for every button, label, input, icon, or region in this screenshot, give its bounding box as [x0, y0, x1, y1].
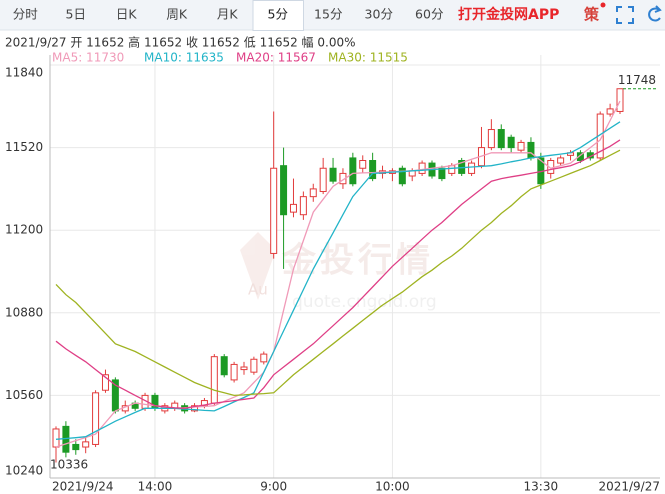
candle-body: [527, 141, 535, 159]
legend-label: MA30: 11515: [328, 51, 408, 65]
y-tick-label: 10560: [5, 388, 43, 402]
x-tick-label: 2021/9/24: [52, 480, 114, 494]
candle-body: [369, 160, 377, 180]
candle-body: [468, 162, 476, 174]
x-tick-label: 9:00: [260, 480, 287, 494]
candle-body: [220, 356, 228, 376]
strategy-button[interactable]: 策: [583, 6, 600, 24]
tab-group: 分时 5日 日K 周K 月K 5分 15分 30分 60分: [13, 0, 443, 31]
tab[interactable]: 月K: [217, 7, 239, 22]
candle-body: [299, 196, 307, 216]
candle-body: [289, 203, 297, 213]
tab[interactable]: 60分: [415, 7, 443, 22]
ma-line: [55, 149, 621, 397]
candle-body: [319, 167, 327, 192]
candle-body: [487, 129, 495, 149]
candle-body: [349, 157, 357, 185]
candle-body: [517, 141, 525, 151]
candle-body: [270, 167, 278, 254]
tab[interactable]: 5日: [66, 7, 86, 22]
low-label: 10336: [50, 458, 88, 472]
candle-body: [557, 157, 565, 164]
y-tick-label: 10240: [5, 464, 43, 478]
candle-body: [240, 366, 248, 371]
candle-body: [250, 358, 258, 373]
candle-body: [616, 88, 624, 112]
tab[interactable]: 周K: [166, 7, 188, 22]
candle-body: [191, 405, 199, 412]
quote-info: 2021/9/27 开 11652 高 11652 收 11652 低 1165…: [5, 35, 356, 50]
app-link[interactable]: 打开金投网APP: [458, 6, 559, 23]
ma-line: [55, 139, 621, 409]
candle-body: [280, 165, 288, 216]
tab[interactable]: 5分: [268, 7, 288, 22]
candle-body: [101, 374, 109, 391]
watermark-title: 金投行情: [281, 241, 434, 281]
x-tick-label: 13:30: [524, 480, 559, 494]
y-tick-label: 11840: [5, 66, 43, 80]
candle-body: [329, 167, 337, 182]
candle-body: [260, 353, 268, 363]
active-tab: [252, 0, 304, 31]
high-label: 11748: [618, 73, 656, 87]
candle-body: [72, 443, 80, 451]
legend-label: MA20: 11567: [236, 51, 316, 65]
watermark-url: quote.cngold.org: [292, 292, 437, 312]
x-tick-label: 2021/9/27: [598, 480, 660, 494]
fullscreen-icon[interactable]: [616, 6, 634, 24]
watermark: Au 金投行情 quote.cngold.org: [240, 232, 437, 312]
candle-body: [438, 167, 446, 180]
candle-body: [507, 136, 515, 149]
tab[interactable]: 日K: [116, 7, 138, 22]
refresh-icon[interactable]: [648, 5, 662, 22]
candle-body: [418, 162, 426, 174]
y-tick-label: 10880: [5, 305, 43, 319]
ma-line: [55, 121, 621, 440]
tab[interactable]: 分时: [13, 7, 39, 22]
candle-body: [210, 356, 218, 404]
candle-body: [359, 160, 367, 169]
x-tick-label: 10:00: [375, 480, 410, 494]
legend-label: MA10: 11635: [144, 51, 224, 65]
ma-line: [55, 100, 621, 448]
x-tick-label: 14:00: [138, 480, 173, 494]
tab-bar: [0, 0, 665, 30]
candle-body: [448, 165, 456, 174]
tab[interactable]: 30分: [365, 7, 393, 22]
candle-body: [497, 129, 505, 149]
legend-label: MA5: 11730: [52, 51, 124, 65]
notice-dot: [600, 2, 606, 8]
watermark-logo-shape: [240, 232, 276, 300]
candle-body: [92, 392, 100, 445]
candle-body: [52, 428, 60, 448]
candle-body: [200, 400, 208, 407]
candle-body: [309, 188, 317, 198]
candle-body: [230, 363, 238, 381]
y-tick-label: 11200: [5, 223, 43, 237]
watermark-logo: Au: [248, 281, 268, 299]
candle-body: [606, 108, 614, 115]
tab[interactable]: 15分: [314, 7, 342, 22]
candle-body: [576, 152, 584, 162]
candle-body: [82, 441, 90, 448]
candle-body: [398, 167, 406, 185]
y-tick-label: 11520: [5, 140, 43, 154]
